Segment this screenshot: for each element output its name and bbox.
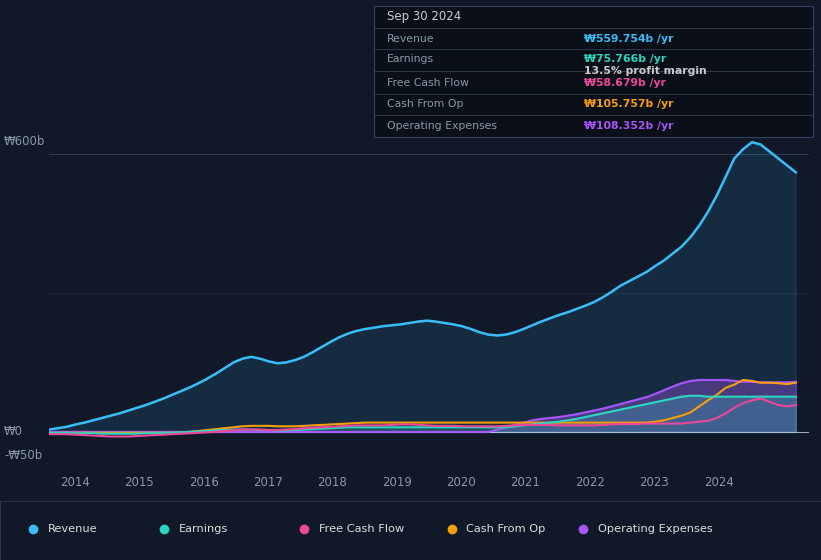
Text: Operating Expenses: Operating Expenses <box>598 524 713 534</box>
Text: 2016: 2016 <box>189 476 218 489</box>
Text: ₩559.754b /yr: ₩559.754b /yr <box>585 34 674 44</box>
Text: Earnings: Earnings <box>179 524 228 534</box>
Text: ₩58.679b /yr: ₩58.679b /yr <box>585 78 667 87</box>
Text: 2014: 2014 <box>60 476 90 489</box>
Text: 2024: 2024 <box>704 476 733 489</box>
Text: ₩105.757b /yr: ₩105.757b /yr <box>585 99 674 109</box>
Text: Earnings: Earnings <box>387 54 433 64</box>
Text: ₩108.352b /yr: ₩108.352b /yr <box>585 121 674 131</box>
Text: 2017: 2017 <box>253 476 283 489</box>
Text: Free Cash Flow: Free Cash Flow <box>319 524 404 534</box>
Text: ₩0: ₩0 <box>4 426 23 438</box>
Text: 13.5% profit margin: 13.5% profit margin <box>585 67 707 76</box>
Text: 2019: 2019 <box>382 476 411 489</box>
Text: Sep 30 2024: Sep 30 2024 <box>387 10 461 24</box>
Text: 2023: 2023 <box>640 476 669 489</box>
Text: 2022: 2022 <box>575 476 605 489</box>
Text: 2018: 2018 <box>318 476 347 489</box>
Text: Cash From Op: Cash From Op <box>387 99 463 109</box>
Text: 2020: 2020 <box>447 476 476 489</box>
Text: ₩75.766b /yr: ₩75.766b /yr <box>585 54 667 64</box>
Text: -₩50b: -₩50b <box>4 449 43 461</box>
Text: 2015: 2015 <box>125 476 154 489</box>
Text: Operating Expenses: Operating Expenses <box>387 121 497 131</box>
Text: Revenue: Revenue <box>48 524 97 534</box>
Text: Free Cash Flow: Free Cash Flow <box>387 78 469 87</box>
Text: 2021: 2021 <box>511 476 540 489</box>
Text: Revenue: Revenue <box>387 34 434 44</box>
Text: Cash From Op: Cash From Op <box>466 524 546 534</box>
Text: ₩600b: ₩600b <box>4 135 45 148</box>
